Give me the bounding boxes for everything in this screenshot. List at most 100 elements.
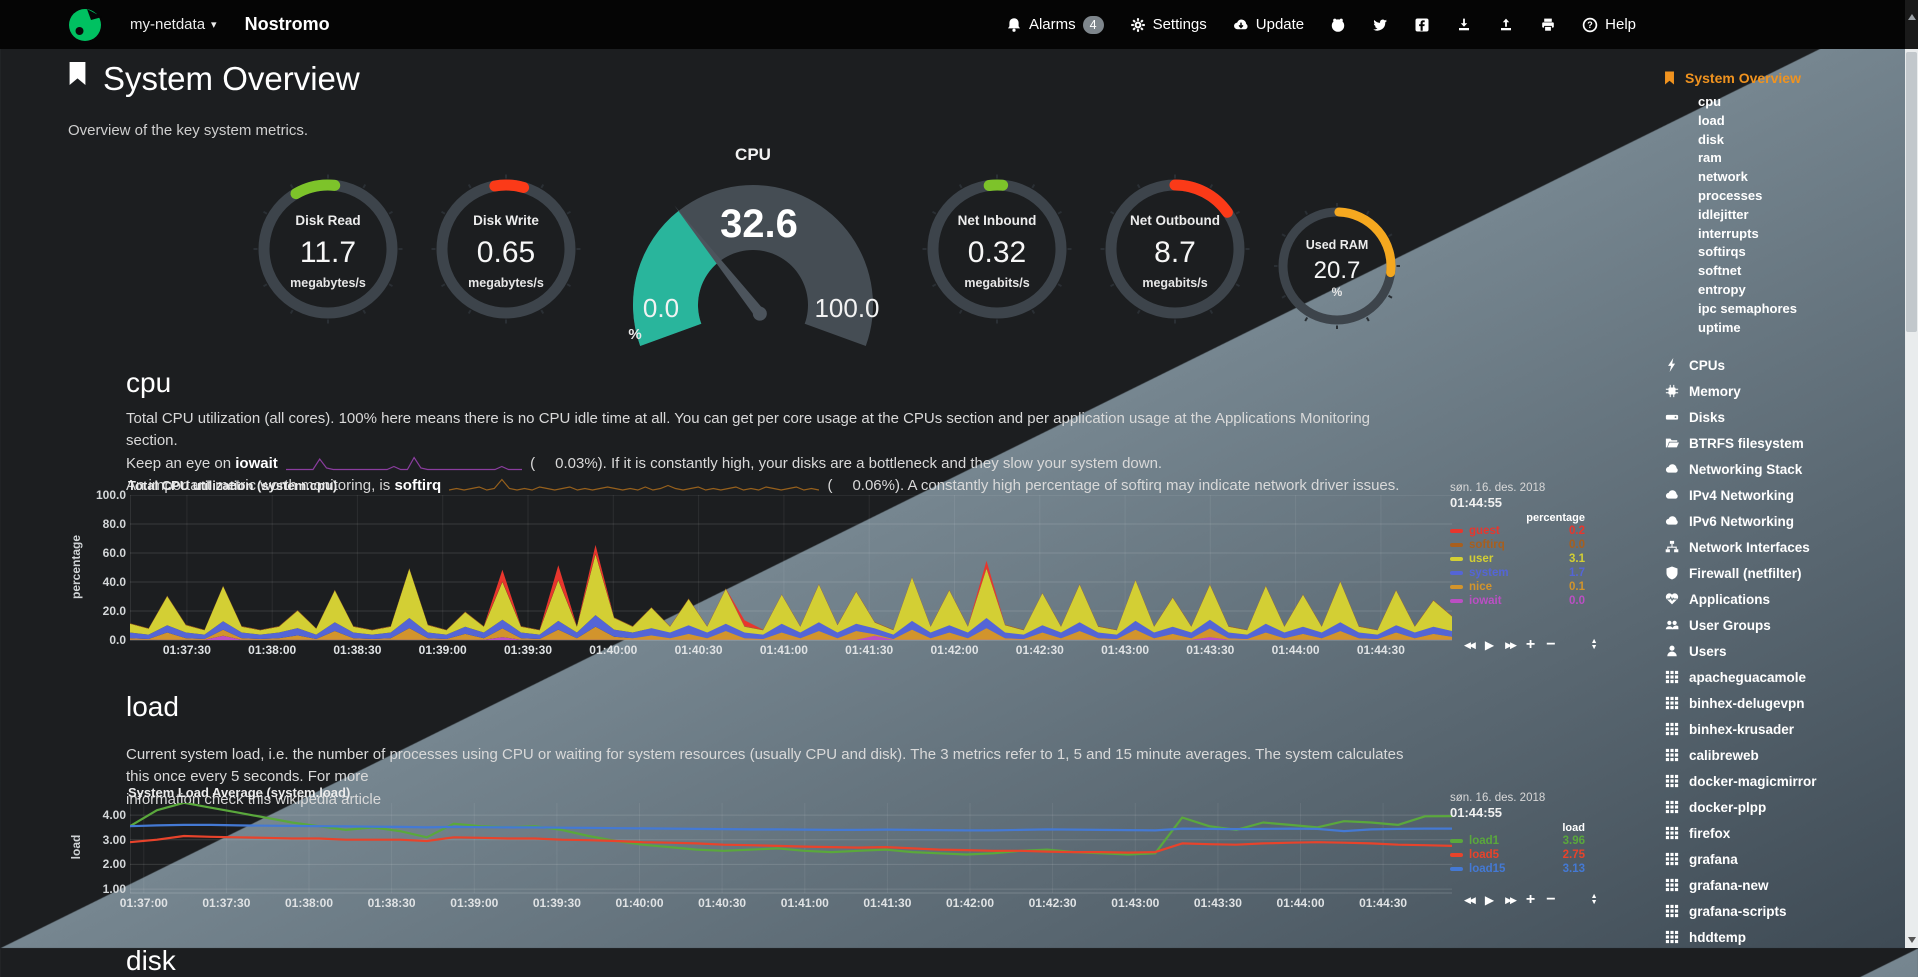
nav-item-github[interactable] [1330,17,1346,33]
resize-handle[interactable]: ▲ ▼ [1590,638,1598,651]
legend-series-value: 3.96 [1562,835,1585,847]
sidebar-section-ipv4-networking[interactable]: IPv4 Networking [1663,482,1810,508]
nav-item-help[interactable]: ? Help [1582,16,1636,33]
sidebar-item-load[interactable]: load [1698,112,1725,128]
cpu-gauge[interactable]: CPU 32.6 0.0 100.0% [613,145,893,350]
sidebar-item-entropy[interactable]: entropy [1698,281,1746,297]
sidebar-item-interrupts[interactable]: interrupts [1698,225,1759,241]
sidebar-item-ipc-semaphores[interactable]: ipc semaphores [1698,300,1797,316]
svg-text:Used RAM: Used RAM [1306,238,1369,252]
sidebar-section-cpus[interactable]: CPUs [1663,352,1810,378]
sidebar-app-firefox[interactable]: firefox [1663,820,1817,846]
sidebar-section-users[interactable]: Users [1663,638,1810,664]
gauge-disk-read[interactable]: Disk Read 11.7 megabytes/s [253,174,403,324]
nav-item-twitter[interactable] [1372,17,1388,33]
gauge-net-inbound[interactable]: Net Inbound 0.32 megabits/s [922,174,1072,324]
sidebar-app-grafana[interactable]: grafana [1663,846,1817,872]
grid-icon [1665,826,1679,840]
sidebar-app-grafana-scripts[interactable]: grafana-scripts [1663,898,1817,924]
scrollbar-thumb[interactable] [1906,52,1917,332]
sidebar-section-firewall-netfilter-[interactable]: Firewall (netfilter) [1663,560,1810,586]
legend-row-guest[interactable]: guest 0.2 [1450,524,1585,538]
legend-row-iowait[interactable]: iowait 0.0 [1450,594,1585,608]
nav-item-settings[interactable]: Settings [1130,16,1207,33]
sidebar-section-applications[interactable]: Applications [1663,586,1810,612]
legend-row-nice[interactable]: nice 0.1 [1450,580,1585,594]
sidebar-app-hddtemp[interactable]: hddtemp [1663,924,1817,950]
nav-item-download[interactable] [1456,17,1472,33]
sidebar-app-docker-plpp[interactable]: docker-plpp [1663,794,1817,820]
zoom-out-button[interactable]: − [1546,891,1556,908]
heartbeat-icon [1665,592,1679,606]
legend-row-user[interactable]: user 3.1 [1450,552,1585,566]
legend-row-load15[interactable]: load15 3.13 [1450,862,1585,876]
x-tick-label: 01:44:00 [1276,896,1325,910]
pan-left-button[interactable]: ◀◀ [1464,894,1476,905]
sidebar-section-label: CPUs [1689,357,1726,373]
zoom-out-button[interactable]: − [1546,636,1556,653]
sidebar-app-binhex-krusader[interactable]: binhex-krusader [1663,716,1817,742]
svg-text:8.7: 8.7 [1154,236,1196,269]
sidebar-item-uptime[interactable]: uptime [1698,319,1741,335]
sidebar-item-softnet[interactable]: softnet [1698,263,1742,279]
legend-row-load5[interactable]: load5 2.75 [1450,848,1585,862]
sidebar-item-idlejitter[interactable]: idlejitter [1698,206,1749,222]
sidebar-app-apacheguacamole[interactable]: apacheguacamole [1663,664,1817,690]
sidebar-item-system-overview[interactable]: System Overview [1663,70,1905,86]
sidebar-section-memory[interactable]: Memory [1663,378,1810,404]
legend-date: søn. 16. des. 2018 [1450,792,1546,804]
sidebar-section-network-interfaces[interactable]: Network Interfaces [1663,534,1810,560]
grid-icon [1665,696,1679,710]
sidebar-item-processes[interactable]: processes [1698,187,1763,203]
sidebar-item-disk[interactable]: disk [1698,131,1725,147]
load-chart[interactable]: System Load Average (system.load) load 4.0… [69,785,1708,915]
chart-plot-area[interactable] [130,495,1452,642]
pan-right-button[interactable]: ▶▶ [1505,639,1517,650]
nav-item-print[interactable] [1540,17,1556,33]
resize-handle[interactable]: ▲ ▼ [1590,893,1598,906]
grid-icon [1665,930,1679,944]
legend-row-softirq[interactable]: softirq 0.0 [1450,538,1585,552]
sidebar-app-docker-magicmirror[interactable]: docker-magicmirror [1663,768,1817,794]
nav-item-alarms[interactable]: Alarms 4 [1006,15,1104,34]
legend-row-load1[interactable]: load1 3.96 [1450,834,1585,848]
x-tick-label: 01:44:00 [1271,643,1320,657]
sidebar-section-label: BTRFS filesystem [1689,435,1804,451]
gauge-disk-write[interactable]: Disk Write 0.65 megabytes/s [431,174,581,324]
sidebar-section-networking-stack[interactable]: Networking Stack [1663,456,1810,482]
scroll-down-arrow-icon[interactable] [1908,937,1916,943]
sidebar-section-ipv6-networking[interactable]: IPv6 Networking [1663,508,1810,534]
chart-plot-area[interactable] [130,803,1452,895]
pan-right-button[interactable]: ▶▶ [1505,894,1517,905]
nav-item-upload[interactable] [1498,17,1514,33]
sidebar-item-cpu[interactable]: cpu [1698,94,1722,109]
cpu-chart[interactable]: Total CPU utilization (system.cpu) percen… [69,478,1708,663]
play-button[interactable]: ▶ [1484,893,1495,907]
sidebar-section-user-groups[interactable]: User Groups [1663,612,1810,638]
sidebar-section-disks[interactable]: Disks [1663,404,1810,430]
page-scrollbar[interactable] [1905,0,1918,948]
scroll-up-arrow-icon[interactable] [1908,14,1916,20]
sidebar-item-network[interactable]: network [1698,169,1748,185]
play-button[interactable]: ▶ [1484,638,1495,652]
gauge-net-outbound[interactable]: Net Outbound 8.7 megabits/s [1100,174,1250,324]
gauge-used-ram[interactable]: Used RAM 20.7% [1274,203,1400,329]
nav-item-update[interactable]: Update [1233,16,1304,33]
x-tick-label: 01:43:30 [1193,896,1242,910]
zoom-in-button[interactable]: + [1525,891,1536,908]
sidebar-section-btrfs-filesystem[interactable]: BTRFS filesystem [1663,430,1810,456]
sidebar-app-calibreweb[interactable]: calibreweb [1663,742,1817,768]
sidebar-app-binhex-delugevpn[interactable]: binhex-delugevpn [1663,690,1817,716]
sidebar-item-softirqs[interactable]: softirqs [1698,244,1746,260]
pan-left-button[interactable]: ◀◀ [1464,639,1476,650]
nav-item-facebook[interactable] [1414,17,1430,33]
legend-row-system[interactable]: system 1.7 [1450,566,1585,580]
machine-dropdown[interactable]: my-netdata ▾ [130,16,217,33]
netdata-logo-icon[interactable] [68,8,102,42]
cpu-gauge-dial[interactable]: 32.6 0.0 100.0% [613,165,893,350]
y-tick-label: 80.0 [102,517,126,531]
sidebar-item-ram[interactable]: ram [1698,150,1722,166]
legend-swatch [1450,599,1463,603]
sidebar-app-grafana-new[interactable]: grafana-new [1663,872,1817,898]
zoom-in-button[interactable]: + [1525,636,1536,653]
